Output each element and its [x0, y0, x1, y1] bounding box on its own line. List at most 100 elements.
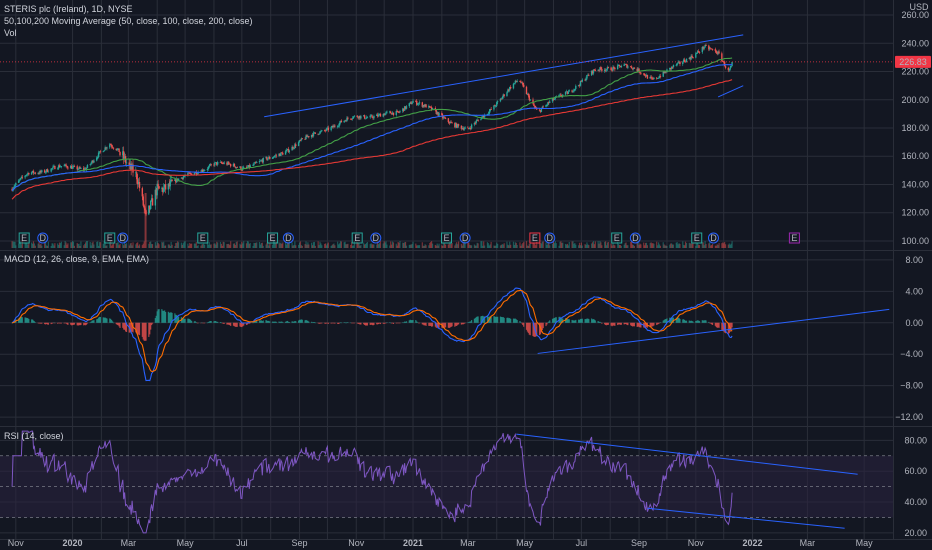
- volume-bar: [718, 243, 720, 248]
- candle: [677, 62, 679, 64]
- candle: [467, 127, 469, 129]
- volume-bar: [157, 242, 159, 248]
- rsi-legend[interactable]: RSI (14, close): [4, 431, 64, 441]
- earnings-marker-label: E: [443, 233, 449, 243]
- earnings-marker: [104, 232, 116, 244]
- candle: [521, 82, 523, 84]
- volume-bar: [109, 241, 111, 248]
- dividend-marker-label: D: [547, 233, 554, 243]
- candle: [708, 45, 710, 50]
- candle: [567, 91, 570, 94]
- macd-histogram-bar: [626, 322, 628, 325]
- volume-bar: [295, 245, 297, 248]
- macd-histogram-bar: [298, 319, 301, 323]
- candle: [692, 57, 694, 59]
- volume-bar: [373, 244, 375, 248]
- volume-bar: [229, 245, 231, 248]
- volume-bar: [456, 242, 458, 248]
- candle: [442, 115, 444, 119]
- volume-bar: [437, 245, 439, 248]
- volume-bar: [455, 243, 457, 248]
- candle: [591, 70, 594, 74]
- volume-bar: [546, 244, 548, 248]
- symbol-title[interactable]: STERIS plc (Ireland), 1D, NYSE: [4, 4, 133, 14]
- candle: [216, 162, 218, 165]
- moving-average-legend[interactable]: 50,100,200 Moving Average (50, close, 10…: [4, 16, 253, 26]
- volume-bar: [45, 245, 48, 248]
- macd-histogram-bar: [663, 319, 665, 323]
- volume-bar: [651, 243, 653, 248]
- macd-histogram-bar: [221, 322, 223, 324]
- macd-histogram-bar: [223, 322, 225, 324]
- candle: [83, 168, 85, 170]
- candle: [240, 166, 242, 170]
- candle: [292, 146, 294, 149]
- volume-bar: [196, 245, 198, 248]
- macd-histogram-bar: [320, 322, 322, 324]
- macd-histogram-bar: [486, 316, 489, 323]
- candle: [99, 151, 102, 153]
- candle: [538, 109, 541, 111]
- candle: [239, 166, 241, 168]
- volume-bar: [248, 243, 250, 248]
- macd-histogram-bar: [545, 322, 547, 327]
- macd-histogram-bar: [499, 316, 502, 323]
- candle: [144, 208, 146, 211]
- volume-bar: [122, 243, 124, 248]
- candle: [210, 164, 212, 166]
- macd-histogram-bar: [202, 322, 204, 324]
- candle: [444, 118, 447, 120]
- macd-histogram-bar: [559, 316, 561, 323]
- candle: [25, 175, 27, 177]
- candle: [323, 130, 326, 132]
- candle: [50, 168, 52, 172]
- candle: [155, 189, 157, 196]
- volume-bar: [164, 245, 166, 248]
- candle: [399, 111, 401, 113]
- candle: [193, 173, 196, 176]
- volume-bar: [477, 243, 479, 248]
- volume-bar: [417, 245, 420, 248]
- candle: [435, 110, 437, 114]
- volume-bar: [656, 241, 658, 248]
- macd-histogram-bar: [650, 322, 652, 327]
- candle: [682, 62, 684, 65]
- candle: [585, 78, 587, 81]
- macd-legend[interactable]: MACD (12, 26, close, 9, EMA, EMA): [4, 254, 150, 264]
- candle: [695, 53, 697, 58]
- volume-bar: [168, 244, 170, 248]
- candle: [243, 166, 245, 168]
- macd-histogram-bar: [169, 312, 171, 323]
- macd-histogram-bar: [618, 322, 621, 325]
- macd-histogram-bar: [45, 322, 48, 324]
- macd-histogram-bar: [542, 322, 544, 329]
- volume-bar: [298, 242, 301, 248]
- macd-tick-label: 8.00: [905, 255, 923, 265]
- volume-bar: [516, 244, 518, 248]
- volume-bar: [705, 244, 707, 248]
- volume-bar: [272, 241, 275, 248]
- candle: [606, 67, 609, 70]
- volume-bar: [591, 243, 593, 248]
- candle: [327, 127, 330, 131]
- volume-bar: [637, 241, 639, 248]
- candle: [395, 111, 397, 115]
- macd-histogram-bar: [644, 322, 647, 328]
- candle: [477, 119, 479, 121]
- macd-histogram-bar: [253, 321, 255, 323]
- candle: [33, 172, 36, 174]
- volume-bar: [227, 244, 229, 248]
- volume-legend[interactable]: Vol: [4, 28, 17, 38]
- volume-bar: [187, 243, 189, 248]
- candle: [662, 71, 664, 77]
- volume-bar: [202, 244, 204, 248]
- volume-bar: [500, 244, 502, 248]
- candle: [711, 48, 714, 50]
- volume-bar: [497, 243, 499, 248]
- volume-bar: [604, 241, 606, 248]
- macd-histogram-bar: [27, 318, 29, 323]
- macd-histogram-bar: [489, 316, 491, 323]
- candle: [649, 76, 651, 79]
- candle: [215, 162, 217, 164]
